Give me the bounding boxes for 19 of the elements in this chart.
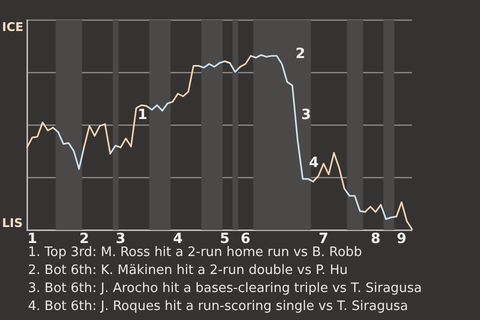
text: 1. Top 3rd: M. Ross hit a 2-run home run vs B. Robb (28, 245, 362, 260)
x-tick-label: 3 (116, 231, 126, 248)
annotation: 3 (301, 106, 311, 122)
text: 2. Bot 6th: K. Mäkinen hit a 2-run double vs P. Hu (28, 262, 349, 280)
x-tick-label: 6 (240, 231, 250, 248)
text: 4. Bot 6th: J. Roques hit a run-scoring single vs T. Siragusa (28, 298, 410, 316)
annotation: 4 (308, 154, 319, 171)
x-tick-label: 8 (370, 231, 380, 248)
annotation: 1 (138, 106, 148, 122)
x-tick-label: 5 (220, 231, 230, 248)
x-tick-label: 2 (79, 231, 90, 248)
text: 3. Bot 6th: J. Arocho hit a bases-clearing triple vs T. Siragusa (28, 280, 422, 298)
annotation: 2 (295, 46, 306, 62)
x-tick-label: 1 (27, 231, 38, 248)
x-tick-label: 7 (318, 231, 328, 248)
x-tick-label: 9 (396, 231, 406, 248)
text: ICE (2, 20, 24, 34)
x-tick-label: 4 (173, 231, 184, 248)
text: LIS (2, 216, 23, 230)
